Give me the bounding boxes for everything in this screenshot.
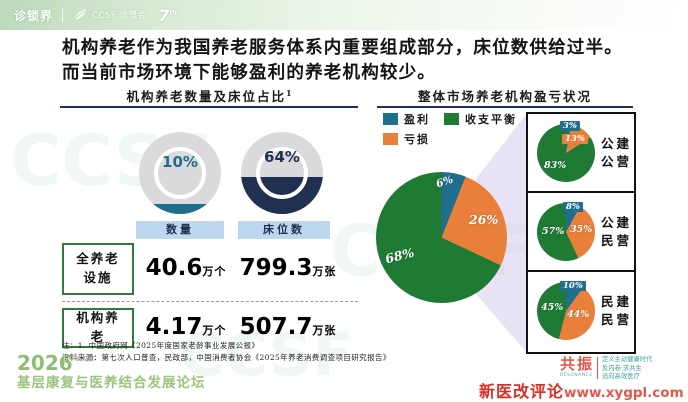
ownership-pie-panel: 3% 13% 83% 公建公营 8% 35% 57% 公建民营 10% 44% …	[526, 112, 636, 354]
value-inst-qty: 4.17万个	[145, 314, 227, 340]
resonance-divider	[597, 357, 598, 379]
forum-name: 基层康复与医养结合发展论坛	[17, 375, 206, 391]
note-line-2: 资料来源：第七次人口普查，民政部，中国消费者协会《2025年养老消费调查项目研究…	[62, 352, 391, 362]
cell-private-private: 10% 44% 45% 民建民营	[528, 272, 634, 350]
forum-location: 中国·成都	[64, 356, 95, 365]
row-label-institutional: 机构养老	[62, 308, 134, 348]
overall-profit-label: 6%	[434, 173, 455, 191]
mm-balance-label: 45%	[541, 302, 564, 313]
pp-balance-label: 83%	[544, 160, 567, 171]
col-header-beds: 床位数	[238, 221, 330, 239]
top-banner: 诊锁界 CCSF 诊博会 7th	[0, 0, 688, 30]
pp-profit-label: 3%	[560, 121, 580, 131]
table-separator	[62, 301, 358, 302]
mm-profit-label: 10%	[560, 281, 586, 291]
red-watermark: 新医改评论www.xygpl.com	[479, 378, 684, 402]
ccsf-expo-logo: CCSF 诊博会	[92, 11, 147, 21]
note-line-1: 注：1. 中国政府网《2025年度国家老龄事业发展公报》	[62, 341, 260, 350]
pp-label: 公建公营	[601, 135, 633, 169]
legend-loss: 亏损	[383, 131, 430, 147]
watermark-url: www.xygpl.com	[564, 385, 684, 401]
pm-loss-label: 35%	[570, 224, 593, 235]
donut-quantity-fill	[139, 204, 221, 214]
seventh-edition-mark: 7th	[158, 5, 177, 25]
left-title-rule	[60, 106, 358, 108]
left-chart-title: 机构养老数量及床位占比1	[126, 87, 294, 104]
legend-profit-swatch	[383, 113, 398, 125]
watermark-name: 新医改评论	[479, 382, 565, 401]
pie-legend: 盈利 收支平衡 亏损	[383, 111, 531, 151]
legend-loss-swatch	[383, 133, 398, 145]
donut-beds-value: 64%	[264, 148, 300, 166]
zhensuojie-logo: 诊锁界	[14, 8, 54, 23]
pm-profit-label: 8%	[563, 202, 583, 212]
value-all-qty: 40.6万个	[145, 255, 227, 281]
overall-loss-label: 26%	[469, 212, 499, 227]
legend-balance-swatch	[444, 113, 459, 125]
resonance-logo: 共振	[560, 355, 595, 373]
cell-public-public: 3% 13% 83% 公建公营	[528, 114, 634, 193]
row-label-all-facilities: 全养老设施	[62, 243, 134, 295]
legend-profit: 盈利	[383, 111, 430, 127]
slide-headline: 机构养老作为我国养老服务体系内重要组成部分，床位数供给过半。而当前市场环境下能够…	[62, 38, 623, 84]
resonance-logo-sub: RESONANCE	[560, 373, 593, 378]
pie-public-private: 8% 35% 57%	[537, 202, 595, 261]
legend-balance: 收支平衡	[444, 111, 517, 127]
donut-quantity-value: 10%	[162, 153, 198, 171]
pm-label: 公建民营	[601, 214, 633, 248]
right-chart-title: 整体市场养老机构盈亏状况	[417, 89, 592, 104]
cell-public-private: 8% 35% 57% 公建民营	[528, 193, 634, 272]
mm-label: 民建民营	[601, 293, 633, 327]
resonance-slogans: 定义主动健康时代 反内卷·求共生 适向高效医疗	[602, 356, 653, 380]
pie-private-private: 10% 44% 45%	[537, 281, 595, 340]
pie-public-public: 3% 13% 83%	[537, 121, 595, 182]
source-notes: 注：1. 中国政府网《2025年度国家老龄事业发展公报》 资料来源：第七次人口普…	[62, 340, 522, 363]
donut-beds-ring	[256, 147, 308, 199]
mm-loss-label: 44%	[567, 309, 590, 320]
value-inst-beds: 507.7万张	[239, 314, 337, 340]
logo-divider	[62, 8, 64, 22]
col-header-quantity: 数量	[136, 221, 224, 239]
value-all-beds: 799.3万张	[239, 255, 337, 281]
pm-balance-label: 57%	[542, 226, 565, 237]
overall-pie-chart: 6% 26% 68%	[376, 172, 507, 303]
right-title-rule	[377, 106, 633, 108]
leaf-icon	[74, 9, 87, 21]
donut-beds: 64%	[241, 132, 323, 214]
forum-year: 2026	[17, 351, 73, 375]
donut-quantity-ring	[154, 147, 206, 199]
donut-quantity: 10%	[139, 132, 221, 214]
overall-balance-label: 68%	[383, 244, 416, 267]
pp-loss-label: 13%	[562, 134, 588, 144]
